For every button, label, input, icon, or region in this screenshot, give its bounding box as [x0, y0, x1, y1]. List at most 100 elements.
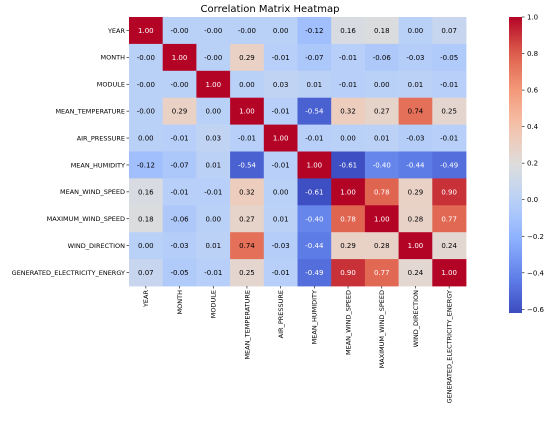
- heatmap-cell: [129, 259, 164, 287]
- heatmap-cell: [297, 17, 332, 45]
- heatmap-cell: [162, 17, 197, 45]
- cell-value-label: -0.01: [238, 135, 256, 143]
- colorbar-tick-label: −0.4: [527, 269, 545, 277]
- heatmap-cell: [432, 259, 467, 287]
- heatmap-cell: [230, 124, 265, 152]
- cell-value-label: 0.25: [239, 269, 255, 277]
- heatmap-cell: [263, 151, 298, 179]
- colorbar-tick-label: 0.6: [527, 87, 539, 95]
- heatmap-cell: [129, 70, 164, 99]
- cell-value-label: -0.03: [272, 242, 290, 250]
- heatmap-cell: [263, 17, 298, 45]
- heatmap-cell: [196, 259, 231, 287]
- cell-value-label: 0.28: [374, 242, 390, 250]
- cell-value-label: -0.54: [305, 108, 324, 116]
- cell-value-label: -0.00: [137, 54, 155, 62]
- heatmap-cell: [432, 232, 467, 260]
- heatmap-cell: [331, 205, 366, 233]
- heatmap-cell: [432, 124, 467, 152]
- heatmap-cell: [432, 17, 467, 45]
- heatmap-cell: [398, 70, 433, 99]
- cell-value-label: -0.01: [339, 81, 357, 89]
- cell-value-label: 0.07: [138, 269, 154, 277]
- heatmap-cell: [297, 151, 332, 179]
- heatmap-cell: [297, 124, 332, 152]
- colorbar-tick-label: −0.6: [527, 306, 545, 314]
- colorbar-tick-label: 0.2: [527, 160, 538, 168]
- cell-value-label: 1.00: [172, 54, 188, 62]
- heatmap-cell: [263, 259, 298, 287]
- heatmap-cell: [297, 259, 332, 287]
- heatmap-cell: [331, 97, 366, 125]
- cell-value-label: 1.00: [239, 108, 255, 116]
- cell-value-label: 0.18: [138, 215, 154, 223]
- heatmap-cell: [196, 205, 231, 233]
- cell-value-label: 0.74: [239, 242, 255, 250]
- heatmap-cell: [297, 97, 332, 125]
- heatmap-cell: [263, 70, 298, 99]
- heatmap-cell: [331, 232, 366, 260]
- heatmap-cell: [398, 97, 433, 125]
- heatmap-cell: [196, 97, 231, 125]
- x-tick-label: MAXIMUM_WIND_SPEED: [378, 290, 386, 368]
- heatmap-cell: [230, 17, 265, 45]
- cell-value-label: -0.01: [440, 81, 458, 89]
- cell-value-label: 0.28: [408, 215, 424, 223]
- cell-value-label: 0.25: [441, 108, 457, 116]
- cell-value-label: -0.01: [272, 54, 290, 62]
- x-tick-label: MEAN_TEMPERATURE: [243, 290, 251, 360]
- heatmap-cell: [263, 232, 298, 260]
- heatmap-cell: [129, 43, 164, 72]
- heatmap-cell: [297, 232, 332, 260]
- cell-value-label: 1.00: [408, 242, 424, 250]
- heatmap-cell: [364, 97, 399, 125]
- heatmap-cell: [230, 151, 265, 179]
- cell-value-label: 1.00: [340, 188, 356, 196]
- heatmap-cell: [432, 151, 467, 179]
- heatmap-cell: [331, 43, 366, 72]
- cell-value-label: 0.90: [340, 269, 356, 277]
- heatmap-cell: [162, 151, 197, 179]
- heatmap-cell: [432, 178, 467, 206]
- heatmap-cell: [129, 178, 164, 206]
- heatmap-cell: [129, 17, 164, 45]
- cell-value-label: 0.27: [239, 215, 255, 223]
- cell-value-label: -0.40: [373, 161, 391, 169]
- cell-value-label: 1.00: [307, 161, 323, 169]
- cell-value-label: 1.00: [205, 81, 221, 89]
- heatmap-cell: [432, 97, 467, 125]
- cell-value-label: 0.74: [408, 108, 424, 116]
- cell-value-label: -0.44: [406, 161, 425, 169]
- cell-value-label: 0.78: [374, 188, 390, 196]
- y-tick-label: GENERATED_ELECTRICITY_ENERGY: [12, 269, 125, 277]
- heatmap-cell: [129, 97, 164, 125]
- heatmap-cell: [398, 43, 433, 72]
- heatmap-cell: [364, 43, 399, 72]
- cell-value-label: -0.03: [406, 54, 424, 62]
- heatmap-cell: [331, 178, 366, 206]
- cell-value-label: -0.00: [137, 108, 155, 116]
- cell-value-label: -0.49: [305, 269, 323, 277]
- cell-value-label: 0.00: [138, 242, 154, 250]
- cell-value-label: -0.06: [373, 54, 392, 62]
- cell-value-label: 0.03: [273, 81, 289, 89]
- x-tick-label: MODULE: [210, 290, 218, 318]
- heatmap-cell: [230, 43, 265, 72]
- cell-value-label: 0.29: [408, 188, 424, 196]
- heatmap-cell: [398, 124, 433, 152]
- heatmap-cell: [297, 43, 332, 72]
- cell-value-label: 0.18: [374, 27, 390, 35]
- heatmap-cell: [398, 178, 433, 206]
- cell-value-label: -0.00: [170, 81, 188, 89]
- cell-value-label: 0.00: [138, 135, 154, 143]
- heatmap-cell: [162, 70, 197, 99]
- heatmap-cell: [398, 259, 433, 287]
- heatmap-cell: [162, 178, 197, 206]
- y-tick-label: MEAN_WIND_SPEED: [60, 188, 125, 196]
- chart-title: Correlation Matrix Heatmap: [201, 4, 340, 15]
- cell-value-label: -0.01: [440, 135, 458, 143]
- cell-value-label: 0.29: [340, 242, 356, 250]
- cell-value-label: -0.61: [339, 161, 357, 169]
- cell-value-label: -0.01: [204, 188, 222, 196]
